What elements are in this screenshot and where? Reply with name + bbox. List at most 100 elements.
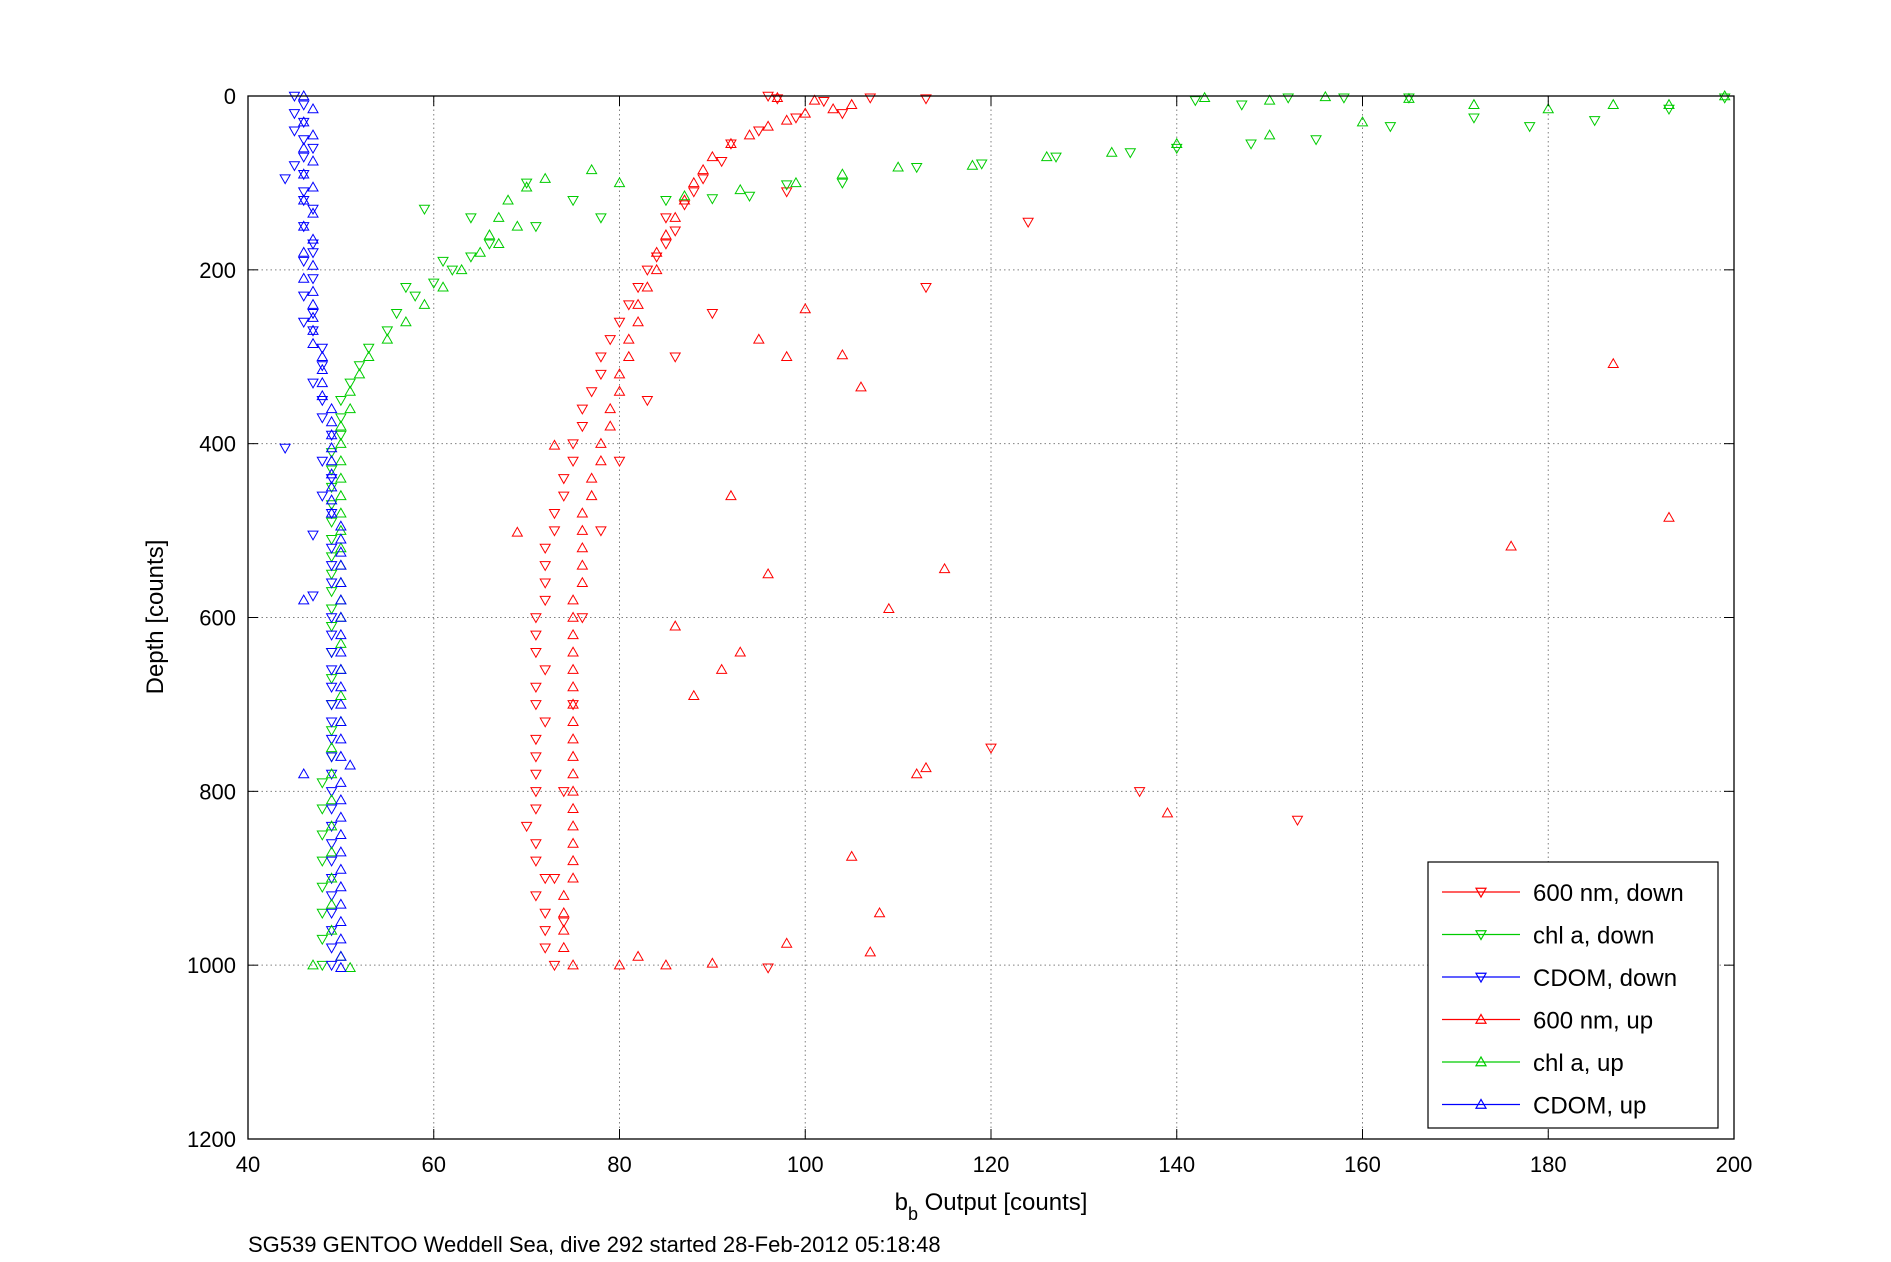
data-point	[325, 448, 338, 459]
data-point	[1040, 150, 1053, 162]
data-point	[307, 326, 319, 337]
data-point	[325, 415, 338, 427]
series-chl-a-down	[316, 93, 1731, 972]
data-point	[1718, 93, 1731, 104]
data-point	[567, 959, 579, 970]
data-point	[920, 282, 932, 294]
data-point	[335, 559, 347, 570]
data-point	[641, 395, 654, 407]
data-point	[1542, 103, 1555, 114]
data-point	[335, 533, 347, 544]
data-point	[335, 576, 347, 587]
data-point	[325, 924, 338, 935]
x-tick-label: 40	[236, 1152, 260, 1177]
data-point	[530, 769, 542, 780]
data-point	[325, 508, 338, 520]
data-point	[660, 196, 672, 207]
data-point	[325, 734, 338, 746]
data-point	[492, 211, 505, 222]
data-point	[288, 126, 301, 137]
data-point	[530, 613, 542, 624]
series-cdom-down	[279, 91, 338, 972]
data-point	[734, 646, 747, 657]
data-point	[530, 700, 542, 711]
data-point	[567, 439, 579, 450]
data-point	[325, 700, 338, 711]
data-point	[1588, 116, 1601, 127]
data-point	[706, 309, 719, 320]
data-point	[1133, 787, 1146, 798]
data-point	[335, 698, 347, 709]
x-tick-label: 120	[973, 1152, 1010, 1177]
data-point	[427, 278, 440, 289]
data-point	[882, 602, 895, 614]
data-point	[530, 630, 542, 641]
data-point	[1050, 152, 1062, 163]
data-point	[325, 535, 338, 546]
data-point	[520, 181, 533, 192]
x-axis-label: bb Output [counts]	[895, 1189, 1088, 1224]
data-point	[297, 187, 310, 198]
data-point	[530, 648, 542, 659]
legend-label: 600 nm, up	[1533, 1008, 1653, 1035]
data-point	[576, 576, 589, 587]
legend-label: 600 nm, down	[1533, 880, 1684, 907]
data-point	[530, 856, 542, 867]
data-point	[548, 439, 561, 450]
data-point	[697, 174, 709, 185]
data-point	[335, 489, 347, 501]
data-point	[297, 196, 310, 207]
data-point	[845, 850, 858, 861]
data-point	[567, 681, 579, 692]
data-point	[307, 285, 319, 296]
data-point	[1124, 148, 1137, 159]
data-point	[307, 298, 319, 309]
data-point	[335, 715, 347, 727]
data-point	[325, 846, 338, 857]
data-point	[827, 103, 839, 114]
data-point	[307, 239, 319, 250]
data-point	[1198, 91, 1211, 102]
data-points	[279, 89, 1731, 974]
data-point	[297, 767, 310, 779]
legend-marker	[1474, 887, 1488, 899]
data-point	[539, 561, 552, 572]
data-point	[335, 395, 347, 407]
data-point	[307, 181, 319, 192]
data-point	[335, 933, 347, 944]
data-point	[966, 159, 979, 170]
data-point	[567, 802, 579, 813]
data-point	[316, 350, 329, 361]
legend-marker	[1474, 1013, 1488, 1024]
data-point	[613, 456, 626, 468]
data-point	[307, 324, 319, 335]
data-point	[1263, 94, 1276, 105]
data-point	[325, 494, 338, 505]
data-point	[660, 229, 672, 240]
data-point	[297, 222, 310, 233]
x-tick-label: 100	[787, 1152, 824, 1177]
legend-label: CDOM, down	[1533, 965, 1677, 992]
data-point	[1291, 815, 1304, 827]
data-point	[539, 595, 552, 607]
data-point	[325, 428, 338, 440]
data-point	[474, 246, 487, 257]
data-point	[325, 465, 338, 476]
data-point	[483, 229, 496, 240]
data-point	[530, 839, 542, 850]
data-point	[706, 957, 719, 968]
data-point	[288, 109, 301, 120]
data-point	[817, 96, 830, 108]
data-point	[660, 213, 672, 224]
data-point	[335, 663, 347, 674]
data-point	[567, 733, 579, 744]
data-point	[297, 317, 310, 328]
data-point	[567, 700, 579, 711]
data-point	[706, 194, 719, 205]
data-point	[492, 237, 505, 249]
data-point	[567, 785, 579, 796]
data-point	[353, 368, 366, 379]
data-point	[325, 960, 338, 972]
data-point	[567, 767, 579, 779]
data-point	[567, 594, 579, 605]
